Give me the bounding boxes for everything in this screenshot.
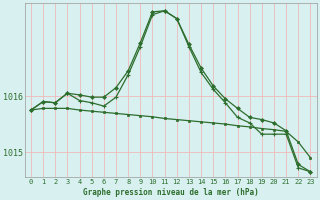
X-axis label: Graphe pression niveau de la mer (hPa): Graphe pression niveau de la mer (hPa) xyxy=(83,188,259,197)
